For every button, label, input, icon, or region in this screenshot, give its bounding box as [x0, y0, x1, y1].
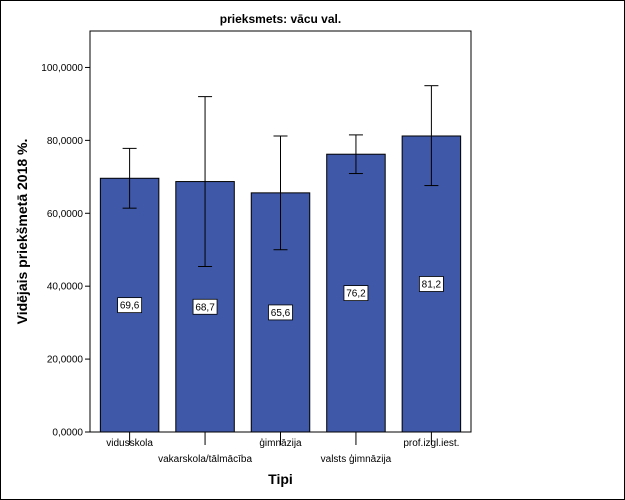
- y-tick-label: 80,0000: [47, 136, 84, 147]
- data-label: 68,7: [195, 302, 215, 313]
- x-tick-label: vidusskola: [106, 438, 153, 449]
- data-label-box: [418, 276, 444, 292]
- y-tick-label: 60,0000: [47, 209, 84, 220]
- y-tick-label: 0,0000: [52, 428, 83, 439]
- x-tick-label: valsts ģimnāzija: [321, 452, 392, 465]
- chart-title: prieksmets: vācu val.: [220, 12, 341, 26]
- x-tick-label: vakarskola/tālmācība: [158, 454, 252, 465]
- x-axis-title: Tipi: [268, 471, 293, 487]
- y-axis-title: Vidējais priekšmetā 2018 %.: [14, 139, 30, 325]
- data-label-box: [117, 297, 143, 314]
- y-tick-label: 100,0000: [41, 63, 83, 74]
- data-label: 81,2: [422, 279, 442, 290]
- data-label: 65,6: [271, 308, 291, 319]
- x-tick-label: prof.izgl.iest.: [403, 438, 459, 449]
- x-tick-label: ģimnāzija: [259, 436, 302, 449]
- y-tick-label: 20,0000: [47, 355, 84, 366]
- data-label-box: [268, 304, 293, 321]
- data-label-box: [343, 285, 369, 302]
- data-label: 76,2: [346, 289, 366, 300]
- y-tick-label: 40,0000: [47, 282, 84, 293]
- data-label: 69,6: [120, 301, 140, 312]
- data-label-box: [192, 298, 218, 315]
